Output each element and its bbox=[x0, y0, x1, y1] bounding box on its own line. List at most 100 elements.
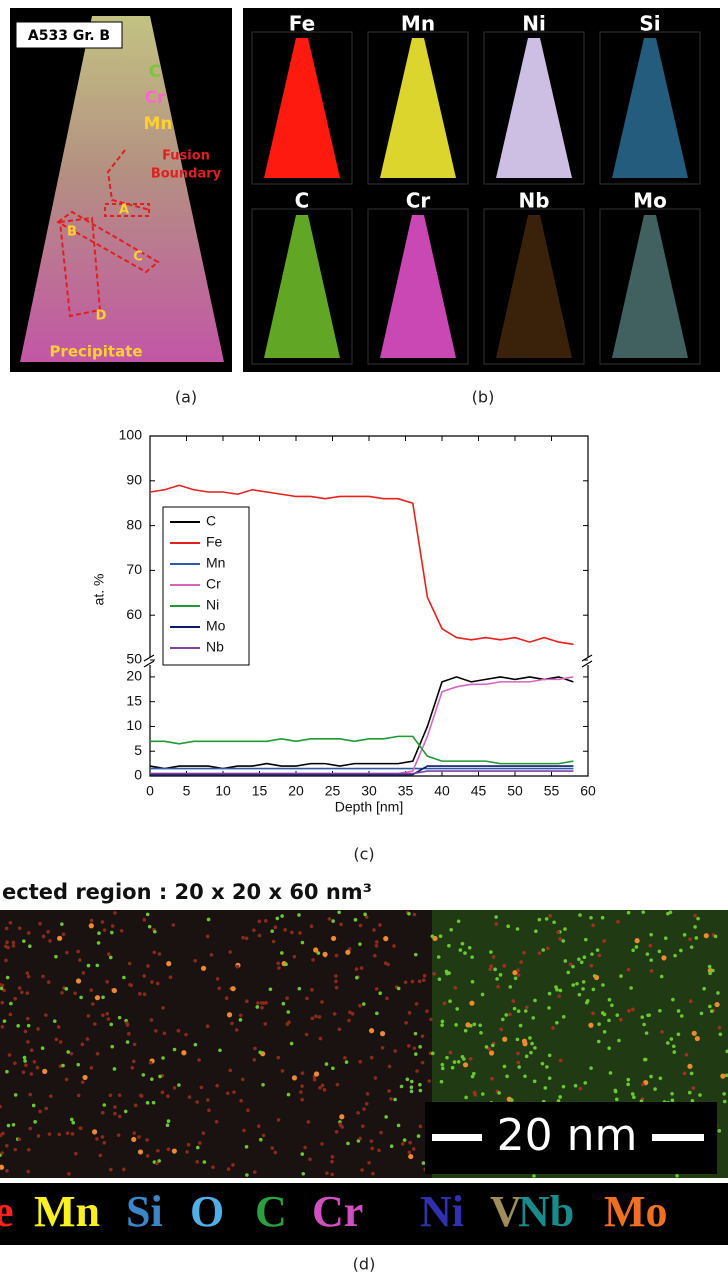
atom-dot bbox=[106, 952, 111, 956]
atom-dot bbox=[172, 1086, 177, 1090]
atom-dot bbox=[100, 1110, 105, 1115]
atom-dot bbox=[463, 1028, 468, 1033]
atom-dot bbox=[172, 1047, 177, 1052]
atom-dot bbox=[94, 995, 101, 1001]
region-label: ected region : 20 x 20 x 60 nm³ bbox=[2, 880, 372, 904]
atom-dot bbox=[125, 1040, 130, 1044]
y2-tick-label: 60 bbox=[126, 606, 142, 622]
atom-dot bbox=[470, 1074, 475, 1079]
atom-dot bbox=[126, 1032, 131, 1036]
atom-dot bbox=[7, 1053, 12, 1057]
atom-dot bbox=[5, 1168, 9, 1173]
atom-dot bbox=[478, 1023, 482, 1028]
atom-dot bbox=[415, 1069, 419, 1073]
atom-dot bbox=[540, 1061, 545, 1066]
atom-dot bbox=[297, 913, 301, 917]
atom-dot bbox=[523, 1009, 528, 1013]
atom-dot bbox=[541, 948, 546, 952]
atom-dot bbox=[268, 987, 273, 992]
atom-dot bbox=[261, 1133, 266, 1138]
x-tick-label: 10 bbox=[215, 783, 231, 799]
atom-dot bbox=[28, 1092, 33, 1097]
fusion-label: Fusion bbox=[162, 149, 210, 164]
atom-dot bbox=[161, 1006, 165, 1010]
atom-dot bbox=[499, 1027, 504, 1032]
atom-dot bbox=[132, 1131, 137, 1136]
element-label: Si bbox=[639, 12, 660, 36]
atom-dot bbox=[108, 1093, 113, 1098]
atom-dot bbox=[602, 1012, 607, 1017]
atom-dot bbox=[534, 929, 538, 934]
atom-dot bbox=[396, 1123, 401, 1128]
atom-dot bbox=[653, 1087, 657, 1091]
atom-dot bbox=[252, 928, 256, 933]
atom-dot bbox=[273, 1150, 278, 1155]
atom-dot bbox=[166, 1119, 171, 1123]
map-cone bbox=[380, 38, 456, 178]
atom-dot bbox=[17, 926, 22, 930]
y-tick-label: 15 bbox=[126, 692, 142, 708]
atom-dot bbox=[495, 977, 499, 981]
atom-dot bbox=[76, 1093, 81, 1098]
atom-dot bbox=[11, 940, 16, 945]
y2-tick-label: 90 bbox=[126, 472, 142, 488]
atom-dot bbox=[285, 1022, 290, 1027]
axis-break bbox=[143, 654, 155, 668]
atom-dot bbox=[602, 1029, 607, 1034]
atom-dot bbox=[303, 1145, 307, 1150]
atom-dot bbox=[224, 996, 229, 1000]
atom-dot bbox=[119, 928, 124, 933]
atom-dot bbox=[369, 1055, 374, 1060]
atom-dot bbox=[257, 933, 262, 938]
atom-dot bbox=[332, 1012, 337, 1016]
atom-dot bbox=[515, 1037, 520, 1042]
atom-dot bbox=[155, 1161, 159, 1166]
atom-dot bbox=[420, 1034, 425, 1038]
atom-dot bbox=[139, 1093, 143, 1098]
atom-dot bbox=[259, 1001, 264, 1005]
atom-dot bbox=[156, 1148, 160, 1153]
atom-dot bbox=[67, 1172, 71, 1176]
atom-dot bbox=[54, 954, 58, 959]
atom-dot bbox=[399, 1084, 404, 1089]
atom-dot bbox=[338, 1122, 343, 1126]
map-frame bbox=[367, 208, 469, 365]
atom-dot bbox=[241, 935, 245, 940]
atom-dot bbox=[663, 936, 668, 940]
map-cone bbox=[612, 215, 688, 358]
atom-dot bbox=[490, 1043, 495, 1048]
atom-dot bbox=[277, 966, 281, 970]
atom-dot bbox=[363, 912, 367, 917]
element-label: Mn bbox=[34, 1187, 100, 1236]
map-frame bbox=[483, 31, 585, 185]
atom-dot bbox=[92, 1022, 97, 1026]
atom-dot bbox=[417, 979, 422, 984]
caption: (a) bbox=[175, 388, 197, 407]
atom-dot bbox=[330, 1172, 335, 1177]
atom-dot bbox=[100, 920, 105, 924]
atom-dot bbox=[361, 1124, 365, 1128]
atom-dot bbox=[544, 917, 549, 921]
atom-dot bbox=[162, 1031, 167, 1036]
atom-dot bbox=[89, 918, 94, 923]
atom-dot bbox=[343, 1056, 347, 1060]
atom-dot bbox=[112, 1067, 117, 1071]
atom-dot bbox=[472, 1022, 477, 1027]
atom-dot bbox=[331, 1066, 335, 1071]
atom-dot bbox=[421, 978, 426, 982]
y-tick-label: 0 bbox=[134, 767, 142, 783]
caption: (c) bbox=[353, 845, 374, 864]
atom-dot bbox=[649, 969, 654, 973]
atom-dot bbox=[442, 1001, 447, 1006]
map-frame bbox=[483, 208, 585, 365]
atom-dot bbox=[643, 1057, 647, 1062]
atom-dot bbox=[511, 999, 516, 1003]
atom-dot bbox=[722, 1092, 726, 1096]
atom-dot bbox=[607, 997, 612, 1002]
atom-dot bbox=[76, 1062, 81, 1067]
atom-dot bbox=[409, 1079, 414, 1084]
atom-dot bbox=[80, 1042, 85, 1047]
atom-dot bbox=[245, 999, 249, 1003]
atom-dot bbox=[284, 962, 288, 967]
atom-dot bbox=[313, 1071, 320, 1077]
